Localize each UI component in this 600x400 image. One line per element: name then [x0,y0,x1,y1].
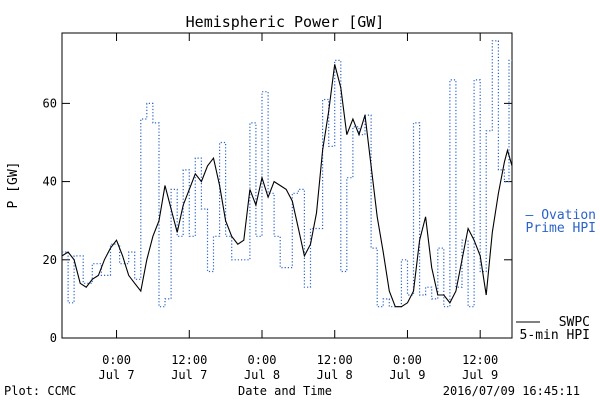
chart-title: Hemispheric Power [GW] [186,13,385,31]
x-tick-label: 0:00 [102,353,131,367]
series-ovation-prime-hpi [62,40,512,308]
x-tick-date-label: Jul 9 [462,368,498,382]
x-tick-label: 12:00 [171,353,207,367]
legend-swpc-label-2: 5-min HPI [520,328,590,343]
legend-ovation-label-2: Prime HPI [526,221,596,236]
series-layer [61,40,513,308]
x-tick-label: 12:00 [317,353,353,367]
legend-swpc-label: SWPC [559,315,590,330]
x-tick-date-label: Jul 9 [389,368,425,382]
y-axis-ticks: 0 20 40 60 [43,96,512,345]
x-tick-label: 0:00 [248,353,277,367]
plot-timestamp: 2016/07/09 16:45:11 [443,384,580,398]
footer-credit: Plot: CCMC [4,384,76,398]
y-tick-label: 60 [43,96,57,110]
series-swpc-5min-hpi [61,64,513,308]
plot-frame [61,32,513,339]
y-tick-label: 0 [50,331,57,345]
x-tick-label: 0:00 [393,353,422,367]
x-tick-date-label: Jul 7 [171,368,207,382]
x-tick-date-label: Jul 7 [98,368,134,382]
x-axis-label: Date and Time [238,384,332,398]
legend-ovation-label: — Ovation [526,208,596,223]
y-tick-label: 40 [43,175,57,189]
x-tick-date-label: Jul 8 [244,368,280,382]
legend: — Ovation Prime HPI SWPC 5-min HPI [516,208,596,343]
x-tick-date-label: Jul 8 [317,368,353,382]
x-tick-label: 12:00 [462,353,498,367]
y-tick-label: 20 [43,253,57,267]
y-axis-label: P [GW] [6,162,21,209]
